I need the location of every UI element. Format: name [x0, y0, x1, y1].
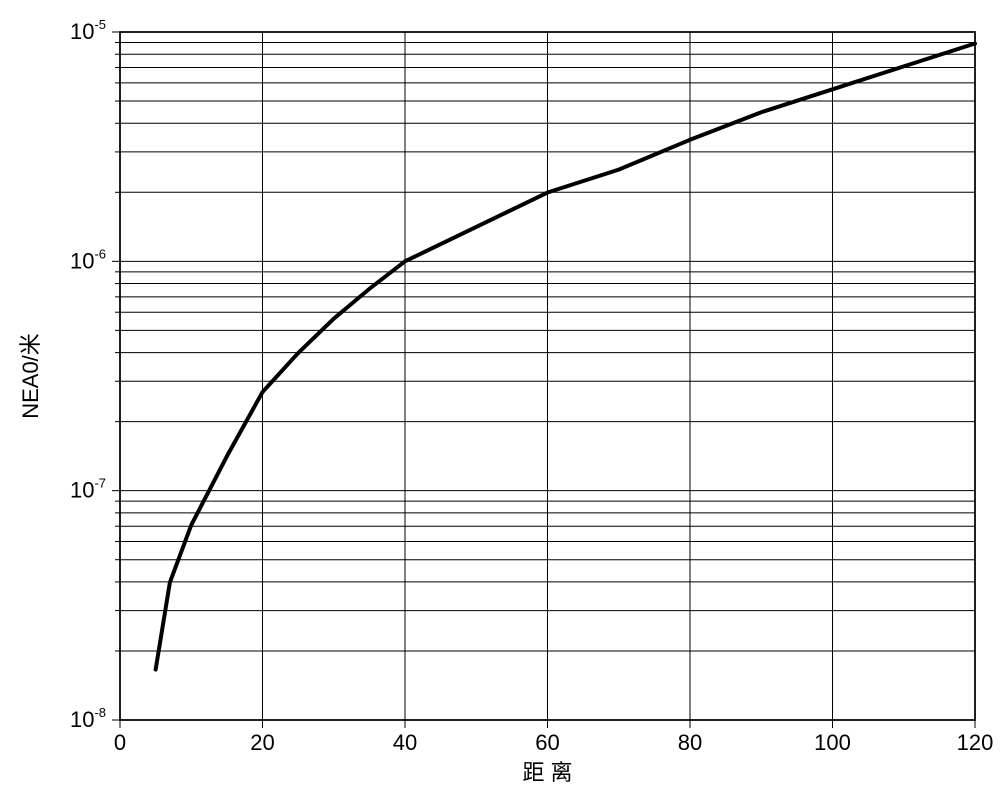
- x-tick-label: 40: [393, 730, 417, 755]
- x-tick-label: 100: [814, 730, 851, 755]
- x-ticks: 0 20 40 60 80 100 120: [114, 720, 993, 755]
- x-grid: [120, 32, 975, 720]
- x-axis-label: 距 离: [522, 760, 572, 785]
- data-curve: [156, 43, 975, 669]
- x-tick-label: 60: [535, 730, 559, 755]
- y-tick-label: 10-6: [70, 246, 106, 273]
- x-tick-label: 80: [678, 730, 702, 755]
- y-axis-label: NEA0/米: [18, 333, 43, 419]
- y-tick-label: 10-8: [70, 705, 106, 732]
- y-tick-label: 10-7: [70, 476, 106, 503]
- semilogy-chart: 0 20 40 60 80 100 120 10-8 10-7 10-6 10-5 距 离 NEA0/米: [0, 0, 1000, 795]
- y-ticks: 10-8 10-7 10-6 10-5: [70, 17, 120, 732]
- x-tick-label: 20: [250, 730, 274, 755]
- x-tick-label: 120: [957, 730, 994, 755]
- y-tick-label: 10-5: [70, 17, 106, 44]
- x-tick-label: 0: [114, 730, 126, 755]
